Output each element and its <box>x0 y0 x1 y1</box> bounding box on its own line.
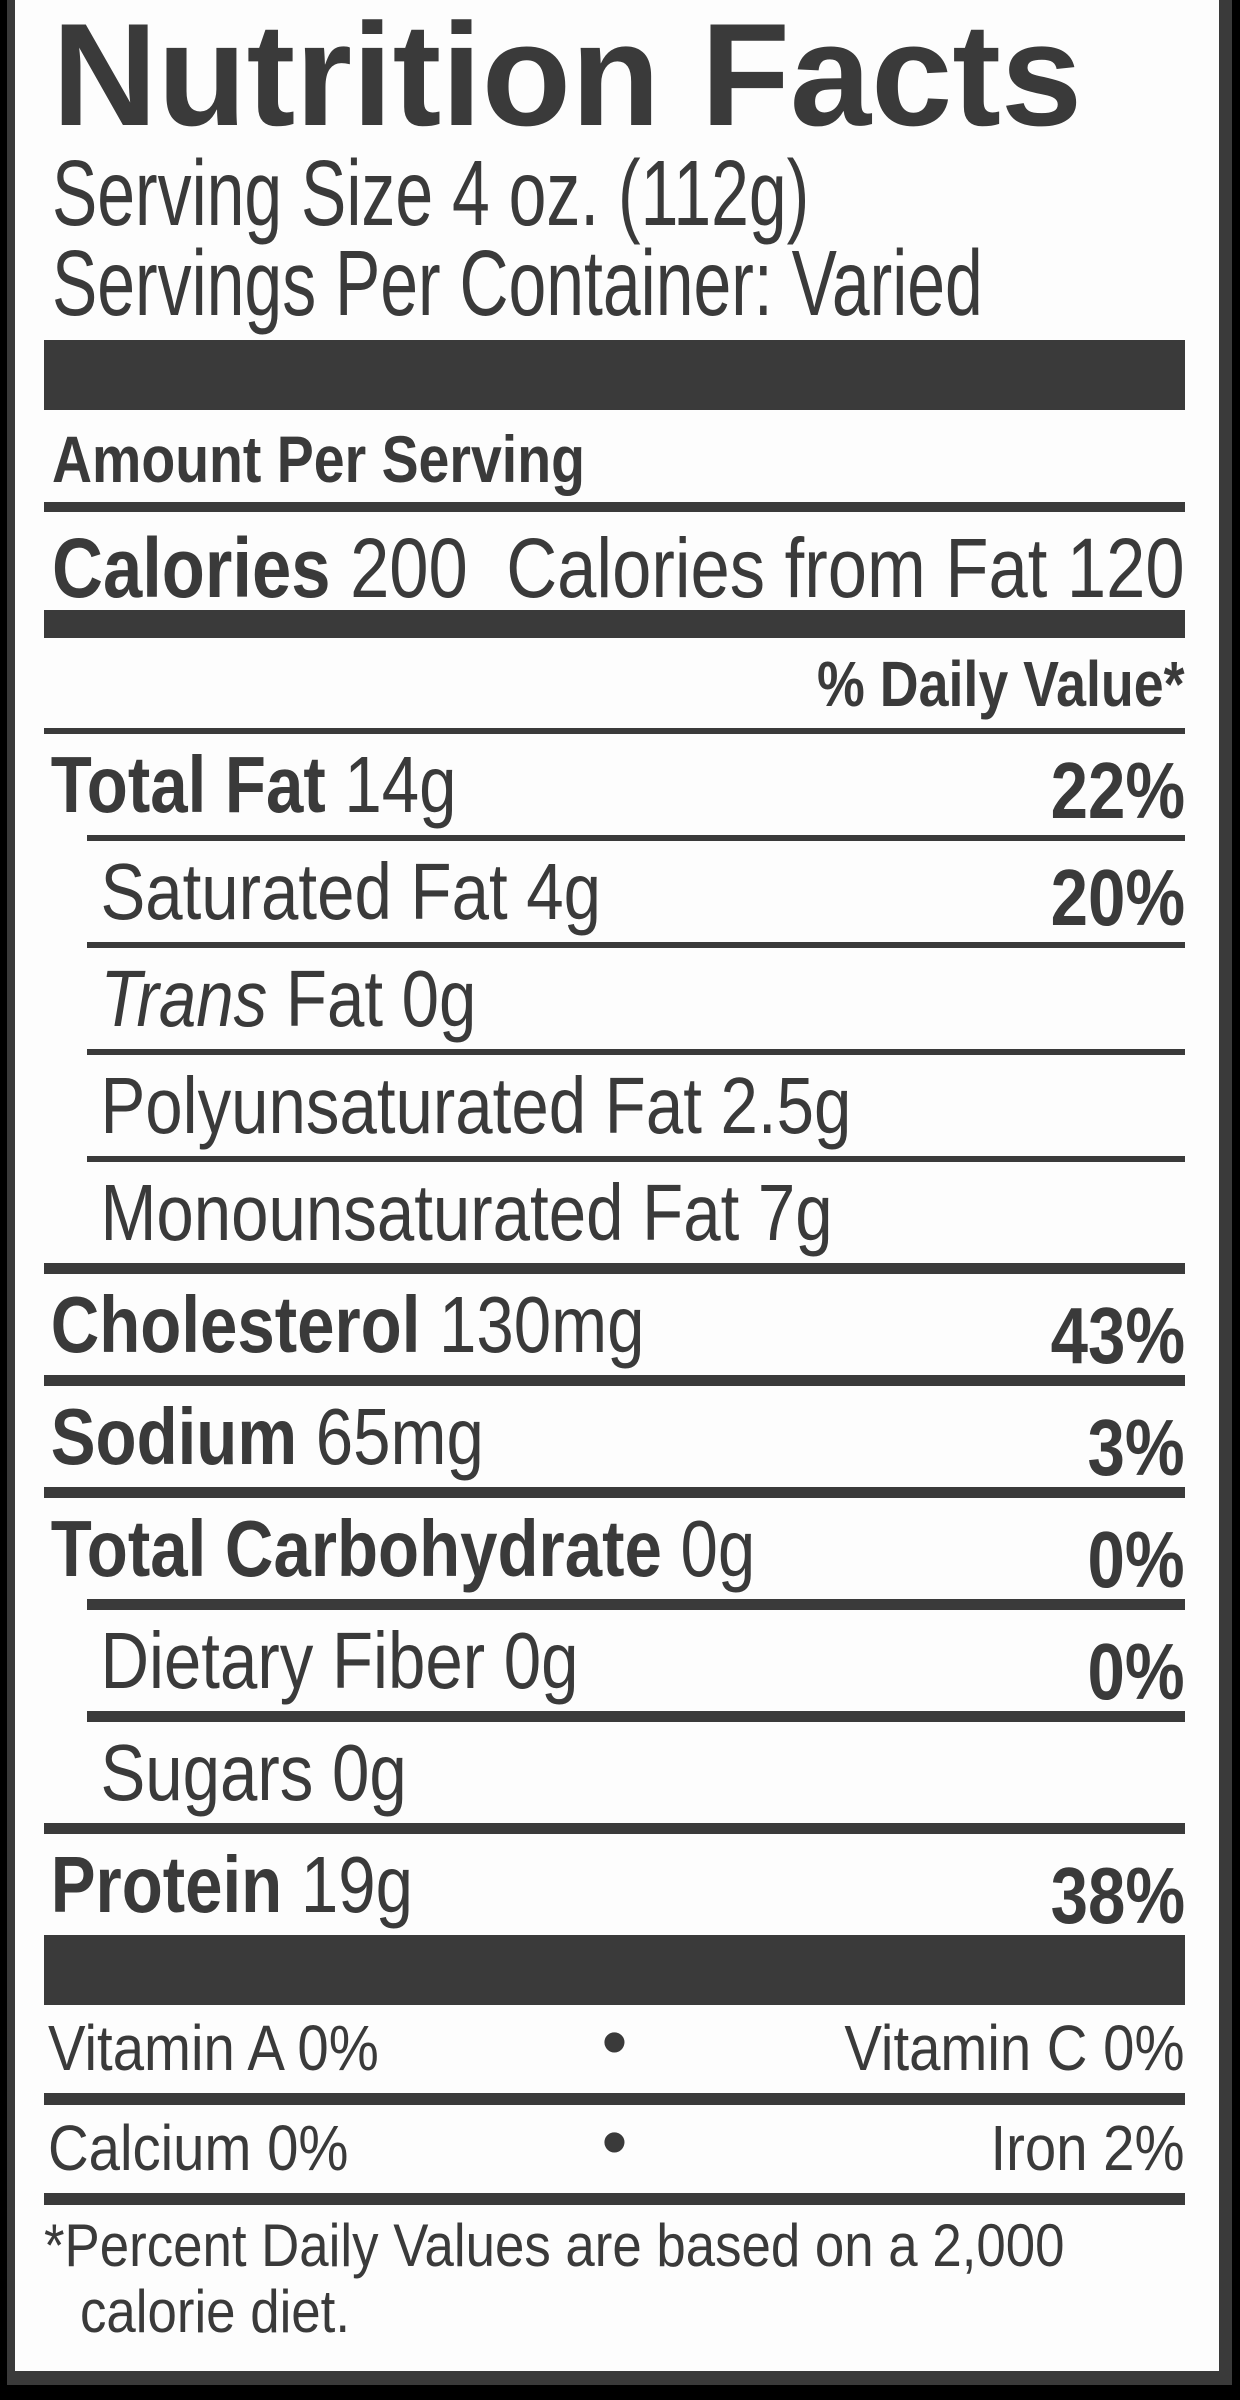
nutrient-daily-value: 3% <box>1087 1403 1185 1492</box>
calories-label: Calories <box>52 521 331 615</box>
calories-value: 200 <box>350 521 468 615</box>
micronutrient-left: Vitamin A 0% <box>48 2012 379 2084</box>
nutrient-daily-value: 0% <box>1087 1515 1185 1604</box>
footnote-line-1: *Percent Daily Values are based on a 2,0… <box>44 2212 1065 2279</box>
nutrient-row-trans-fat: Trans Fat 0g <box>87 942 1185 1049</box>
servings-per-container-line: Servings Per Container: Varied <box>44 231 1185 335</box>
amount-per-serving-heading: Amount Per Serving <box>44 424 1185 494</box>
nutrient-label: Cholesterol 130mg <box>50 1280 645 1369</box>
nutrient-label: Monounsaturated Fat 7g <box>100 1168 833 1257</box>
calories-from-fat-value: 120 <box>1067 521 1185 615</box>
thick-separator-bar <box>44 1935 1185 2005</box>
amount-per-serving-text: Amount Per Serving <box>52 422 585 496</box>
bullet-separator: • <box>601 2000 628 2083</box>
nutrient-daily-value: 22% <box>1050 746 1185 835</box>
calories-from-fat-group: Calories from Fat 120 <box>377 526 1185 610</box>
daily-value-header-text: % Daily Value* <box>817 648 1185 720</box>
nutrient-label: Polyunsaturated Fat 2.5g <box>100 1061 852 1150</box>
serving-size-text: Serving Size 4 oz. (112g) <box>52 141 810 245</box>
mid-separator-bar <box>44 610 1185 638</box>
nutrient-label: Total Fat 14g <box>50 740 457 829</box>
footnote-separator-rule <box>44 2193 1185 2205</box>
nutrient-row-sodium: Sodium 65mg 3% <box>44 1375 1185 1492</box>
nutrient-row-monounsaturated-fat: Monounsaturated Fat 7g <box>87 1156 1185 1263</box>
nutrient-label: Sodium 65mg <box>50 1392 484 1481</box>
calories-row: Calories 200 Calories from Fat 120 <box>44 526 1185 610</box>
micronutrient-row: Vitamin A 0% • Vitamin C 0% <box>44 2005 1185 2093</box>
calories-group: Calories 200 <box>52 526 468 610</box>
servings-per-container-text: Servings Per Container: Varied <box>52 231 983 335</box>
nutrient-label: Sugars 0g <box>100 1728 407 1817</box>
nutrient-daily-value: 20% <box>1050 853 1185 942</box>
nutrient-label: Saturated Fat 4g <box>100 847 602 936</box>
nutrient-row-saturated-fat: Saturated Fat 4g 20% <box>87 835 1185 942</box>
daily-value-header: % Daily Value* <box>44 650 1185 718</box>
nutrient-row-dietary-fiber: Dietary Fiber 0g 0% <box>87 1599 1185 1716</box>
footnote: *Percent Daily Values are based on a 2,0… <box>44 2213 1185 2345</box>
label-title: Nutrition Facts <box>52 0 1083 156</box>
nutrient-daily-value: 43% <box>1050 1291 1185 1380</box>
micronutrient-left: Calcium 0% <box>48 2112 349 2184</box>
serving-size-line: Serving Size 4 oz. (112g) <box>44 141 1185 245</box>
thick-separator-bar <box>44 340 1185 410</box>
nutrient-daily-value: 38% <box>1050 1851 1185 1940</box>
nutrient-label: Protein 19g <box>50 1840 414 1929</box>
nutrient-daily-value: 0% <box>1087 1627 1185 1716</box>
micronutrient-row: Calcium 0% • Iron 2% <box>44 2093 1185 2193</box>
nutrient-row-protein: Protein 19g 38% <box>44 1823 1185 1940</box>
nutrient-label: Dietary Fiber 0g <box>100 1616 579 1705</box>
nutrient-rows: Total Fat 14g 22% Saturated Fat 4g 20% Trans… <box>44 728 1185 1940</box>
nutrient-label: Total Carbohydrate 0g <box>50 1504 756 1593</box>
micronutrient-right: Iron 2% <box>990 2112 1185 2184</box>
nutrient-row-sugars: Sugars 0g <box>87 1711 1185 1823</box>
nutrient-row-cholesterol: Cholesterol 130mg 43% <box>44 1263 1185 1380</box>
label-content: Nutrition Facts Serving Size 4 oz. (112g… <box>15 2 1219 2345</box>
nutrient-label: Trans Fat 0g <box>100 954 477 1043</box>
medium-separator-rule <box>44 502 1185 512</box>
calories-from-fat-text: Calories from Fat 120 <box>506 521 1185 615</box>
nutrient-row-polyunsaturated-fat: Polyunsaturated Fat 2.5g <box>87 1049 1185 1156</box>
bullet-separator: • <box>601 2100 628 2183</box>
micronutrient-right: Vitamin C 0% <box>844 2012 1185 2084</box>
nutrition-facts-label: Nutrition Facts Serving Size 4 oz. (112g… <box>7 0 1232 2385</box>
nutrient-row-total-fat: Total Fat 14g 22% <box>44 728 1185 835</box>
micronutrient-rows: Vitamin A 0% • Vitamin C 0% Calcium 0% • Iron… <box>44 2005 1185 2193</box>
nutrient-row-total-carbohydrate: Total Carbohydrate 0g 0% <box>44 1487 1185 1604</box>
footnote-line-2: calorie diet. <box>80 2278 351 2345</box>
